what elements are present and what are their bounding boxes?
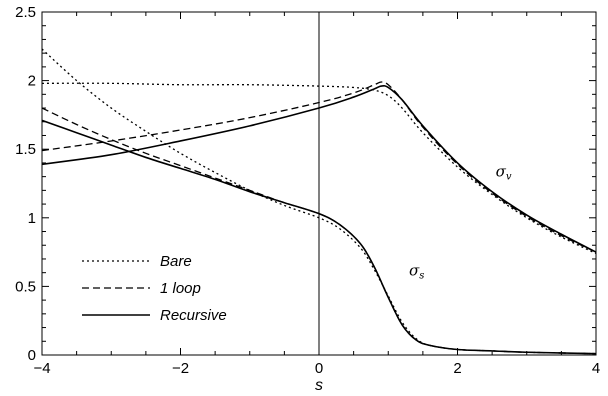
annotation-sigma-v: σv xyxy=(496,163,512,183)
x-axis-title: s xyxy=(315,377,323,394)
y-tick-label: 2 xyxy=(28,73,36,90)
y-tick-label: 1.5 xyxy=(15,141,36,158)
x-tick-label: −2 xyxy=(172,360,189,377)
legend-label-1-loop: 1 loop xyxy=(160,280,201,297)
x-tick-label: −4 xyxy=(33,360,50,377)
legend-label-bare: Bare xyxy=(160,253,192,270)
series-recursive-sigma-v xyxy=(41,85,597,253)
annotations: σv σs xyxy=(409,163,512,282)
series-bare-sigma-s xyxy=(41,48,597,355)
y-tick-label: 0.5 xyxy=(15,278,36,295)
series-1-loop-sigma-v xyxy=(41,81,597,253)
x-tick-label: 4 xyxy=(592,360,600,377)
x-tick-label: 2 xyxy=(453,360,461,377)
x-tick-label: 0 xyxy=(315,360,323,377)
y-tick-label: 0 xyxy=(28,347,36,364)
series-bare-sigma-v xyxy=(41,82,597,255)
annotation-sigma-s: σs xyxy=(409,261,424,281)
ticks-layer: −4 −2 0 2 4 0 0.5 1 1.5 2 2.5 xyxy=(15,4,600,377)
legend: Bare 1 loop Recursive xyxy=(82,253,227,324)
y-tick-label: 1 xyxy=(28,210,36,227)
y-tick-label: 2.5 xyxy=(15,4,36,21)
legend-label-recursive: Recursive xyxy=(160,307,227,324)
